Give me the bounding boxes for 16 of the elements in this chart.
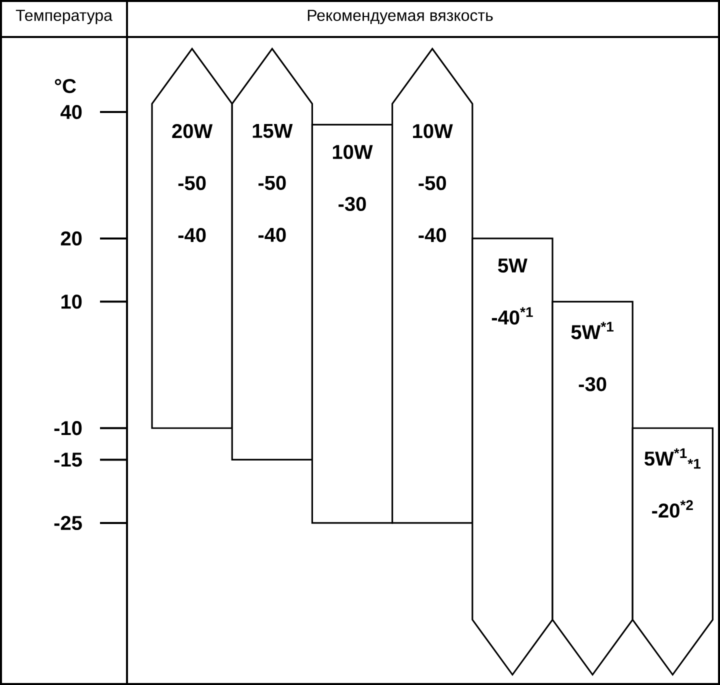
category-label: 10W -30 <box>332 144 373 212</box>
category-label: 5W -40$^{*1}$ <box>492 258 533 325</box>
y-tick-label: -25 <box>54 516 82 530</box>
y-axis-title: Температура <box>16 10 112 24</box>
category-label: 5W$^{*1}$*1 -20$^{*2}$ <box>644 448 700 518</box>
text: °C <box>54 78 76 94</box>
category-label: 5W$^{*1}$ -30 <box>571 322 614 392</box>
category-label: 15W -50 -40 <box>252 124 293 242</box>
y-tick-label: -15 <box>54 452 82 467</box>
chart-title: Рекомендуемая вязкость <box>308 10 493 24</box>
y-tick-label: 20 <box>60 231 82 246</box>
y-tick-label: 10 <box>61 294 82 309</box>
y-tick-label: -10 <box>54 421 82 436</box>
category-label: 20W -50 -40 <box>172 124 213 242</box>
y-tick-label: 40 <box>60 104 82 120</box>
category-label: 10W -50 -40 <box>413 124 453 242</box>
